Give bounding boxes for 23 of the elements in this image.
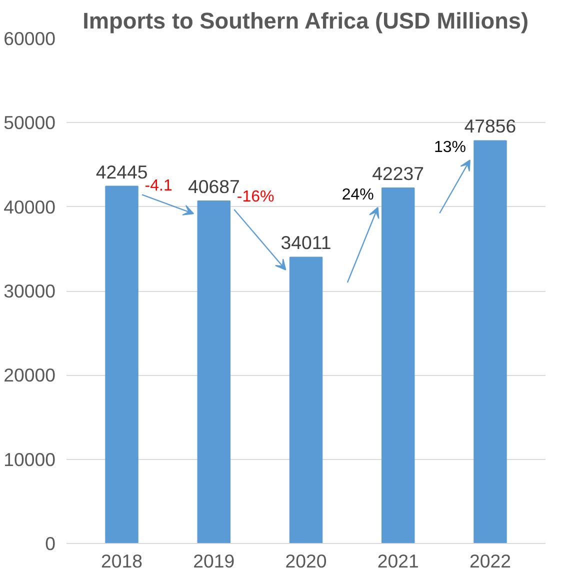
y-tick-label: 10000 [4, 448, 56, 470]
data-label: 42237 [372, 163, 424, 184]
data-label: 34011 [280, 232, 332, 254]
y-tick-label: 20000 [4, 364, 56, 386]
x-tick-label: 2021 [377, 550, 419, 572]
annotation: 13% [434, 139, 466, 156]
bar [381, 188, 415, 544]
bar [289, 256, 323, 544]
x-tick-label: 2022 [469, 550, 511, 572]
annotation: 24% [342, 186, 374, 204]
x-tick-label: 2018 [101, 550, 143, 572]
data-label: 47856 [464, 116, 516, 137]
chart-title: Imports to Southern Africa (USD Millions) [82, 8, 529, 34]
y-tick-label: 0 [45, 533, 56, 554]
x-tick-label: 2020 [285, 550, 327, 572]
y-tick-label: 60000 [4, 28, 56, 49]
x-tick-label: 2019 [193, 550, 235, 572]
bar [197, 200, 231, 544]
y-tick-label: 50000 [4, 112, 56, 134]
bar [474, 140, 507, 544]
y-tick-label: 30000 [4, 280, 56, 302]
bar [105, 186, 138, 544]
y-tick-label: 40000 [4, 196, 56, 218]
